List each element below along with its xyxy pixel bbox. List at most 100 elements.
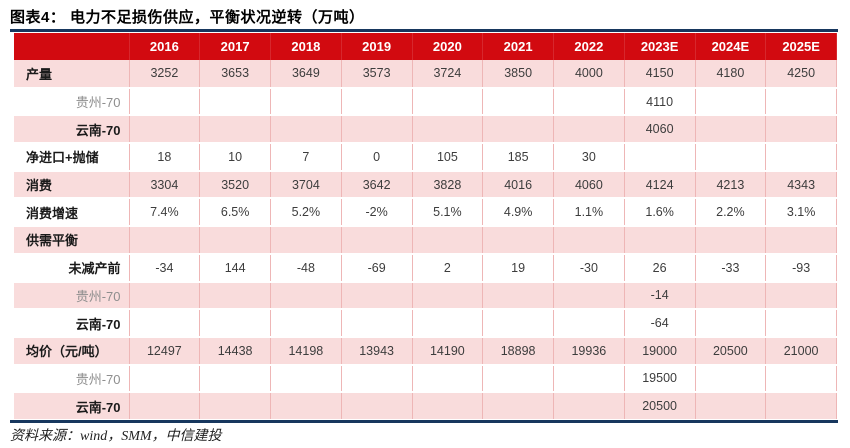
table-cell [765,115,837,145]
table-cell [765,87,837,117]
table-cell: 4060 [624,115,696,145]
table-cell: 4124 [624,170,696,200]
column-header: 2023E [624,33,696,60]
table-cell: 30 [553,143,625,172]
table-cell: 2 [412,253,484,283]
table-cell: -64 [624,309,696,338]
table-cell [482,364,554,394]
table-cell: 20500 [695,336,767,366]
table-cell: 3724 [412,60,484,89]
table-cell: 20500 [624,392,696,421]
table-cell: 21000 [765,336,837,366]
table-cell [341,364,413,394]
row-label: 贵州-70 [14,87,130,117]
table-cell [482,309,554,338]
table-cell: 3304 [129,170,201,200]
table-row: 云南-70 -64 [14,309,837,338]
table-cell [412,87,484,117]
table-cell: 12497 [129,336,201,366]
table-cell [270,392,342,421]
table-cell [412,392,484,421]
table-cell: -33 [695,253,767,283]
table-cell [412,115,484,145]
table-cell: 3252 [129,60,201,89]
table-cell [695,392,767,421]
figure-title: 图表4： 电力不足损伤供应，平衡状况逆转（万吨） [10,9,365,26]
table-cell [765,392,837,421]
column-header: 2019 [341,33,413,60]
table-cell: 4000 [553,60,625,89]
column-header: 2020 [412,33,484,60]
table-cell: 105 [412,143,484,172]
row-label: 消费 [14,170,130,200]
table-cell: 4060 [553,170,625,200]
table-cell: 4343 [765,170,837,200]
table-cell [482,281,554,311]
table-cell: 1.6% [624,198,696,228]
table-cell: 26 [624,253,696,283]
table-cell: -30 [553,253,625,283]
table-cell: 13943 [341,336,413,366]
table-cell [765,364,837,394]
table-cell [412,309,484,338]
table-cell: 7 [270,143,342,172]
table-cell [341,226,413,255]
table-cell [129,281,201,311]
top-rule [10,29,838,32]
table-cell: -34 [129,253,201,283]
table-cell [129,392,201,421]
table-cell: -2% [341,198,413,228]
table-cell [553,226,625,255]
table-cell: 5.2% [270,198,342,228]
table-cell [412,281,484,311]
table-body: 产量 3252 3653 3649 3573 3724 3850 4000 4150 4180 42… [14,60,837,421]
table-cell [412,364,484,394]
table-cell [624,143,696,172]
table-cell: 3.1% [765,198,837,228]
table-cell: 7.4% [129,198,201,228]
table-cell: 1.1% [553,198,625,228]
table-cell [482,226,554,255]
table-cell: 5.1% [412,198,484,228]
table-cell [553,87,625,117]
source-note: 资料来源：wind，SMM，中信建投 [10,429,222,444]
table-row: 贵州-70 4110 [14,87,837,117]
table-cell [129,115,201,145]
table-row: 均价（元/吨） 12497 14438 14198 13943 14190 18898 199… [14,336,837,366]
table-cell: 4250 [765,60,837,89]
table-cell: -14 [624,281,696,311]
table-cell [270,226,342,255]
table-cell [765,226,837,255]
table-cell [199,392,271,421]
table-row: 云南-70 20500 [14,392,837,421]
table-cell: 3653 [199,60,271,89]
table-cell [412,226,484,255]
column-header: 2022 [553,33,625,60]
table-cell [553,281,625,311]
table-cell [129,364,201,394]
table-cell [199,87,271,117]
table-cell [199,226,271,255]
table-cell [270,309,342,338]
row-label: 贵州-70 [14,364,130,394]
row-label: 云南-70 [14,392,130,421]
table-cell [695,87,767,117]
table-cell [553,392,625,421]
row-label: 云南-70 [14,309,130,338]
table-cell: 3642 [341,170,413,200]
table-cell: 2.2% [695,198,767,228]
table-cell [341,281,413,311]
table-cell: 4180 [695,60,767,89]
table-cell: 10 [199,143,271,172]
bottom-rule [10,420,838,423]
column-header: 2024E [695,33,767,60]
table-cell [765,281,837,311]
table-cell: 3649 [270,60,342,89]
table-cell: 19 [482,253,554,283]
table-cell [199,115,271,145]
row-label: 均价（元/吨） [14,336,130,366]
table-cell [270,115,342,145]
table-cell [270,364,342,394]
table-cell: 4150 [624,60,696,89]
